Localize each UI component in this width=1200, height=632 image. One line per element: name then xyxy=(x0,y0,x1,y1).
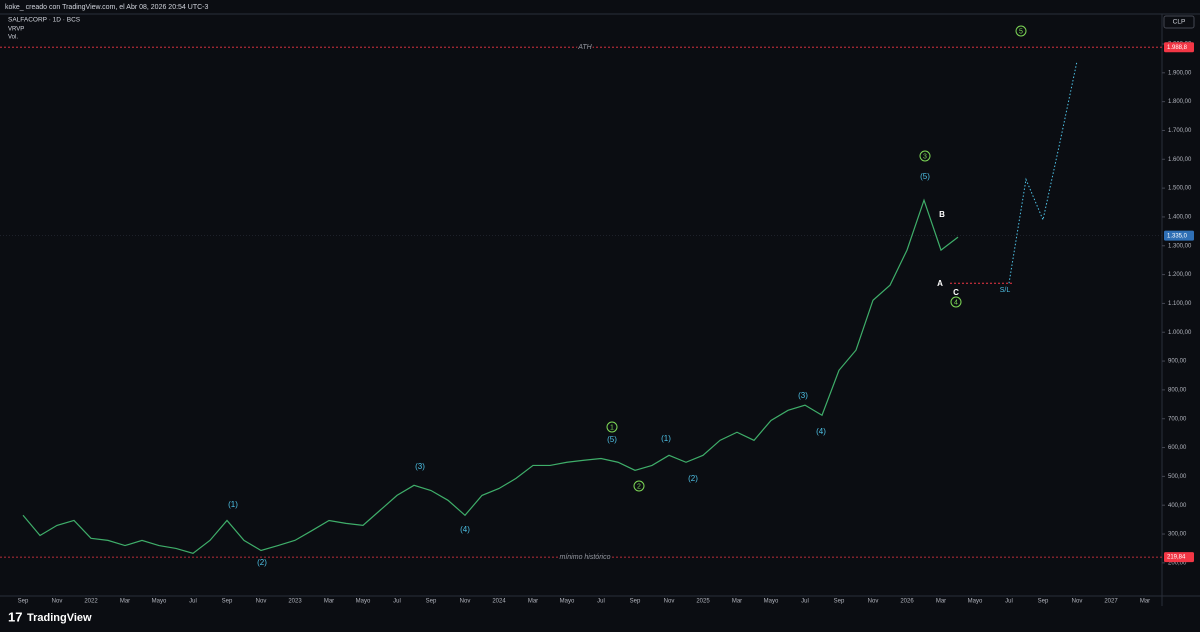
x-tick-label: Jul xyxy=(801,599,809,605)
x-tick-label: Nov xyxy=(256,599,267,605)
x-tick-label: Jul xyxy=(189,599,197,605)
price-line-series xyxy=(22,198,959,554)
x-tick-label: Mar xyxy=(324,599,334,605)
x-tick-label: Sep xyxy=(426,599,437,605)
y-tick-label: 500,00 xyxy=(1168,474,1187,480)
level-text: ATH xyxy=(577,44,592,51)
x-tick-label: Nov xyxy=(1072,599,1083,605)
x-tick-label: 2022 xyxy=(84,599,98,605)
x-tick-label: Jul xyxy=(597,599,605,605)
y-tick-label: 1.800,00 xyxy=(1168,99,1192,105)
x-tick-label: Mar xyxy=(732,599,742,605)
price-badge-label: 219,84 xyxy=(1167,555,1186,561)
x-tick-label: Nov xyxy=(868,599,879,605)
x-tick-label: 2027 xyxy=(1104,599,1118,605)
wave-label: (3) xyxy=(798,391,808,400)
footer xyxy=(0,606,1200,632)
wave-circle xyxy=(633,480,645,492)
wave-label: (2) xyxy=(688,474,698,483)
wave-label: C xyxy=(953,288,959,297)
y-tick-label: 1.100,00 xyxy=(1168,301,1192,307)
x-tick-label: Mayo xyxy=(356,599,371,605)
price-line-series xyxy=(1008,61,1078,284)
y-tick-label: 1.900,00 xyxy=(1168,70,1192,76)
x-tick-label: 2026 xyxy=(900,599,914,605)
x-tick-label: Mayo xyxy=(764,599,779,605)
x-tick-label: Mayo xyxy=(560,599,575,605)
wave-label: 2 xyxy=(637,483,641,490)
y-tick-label: 1.200,00 xyxy=(1168,272,1192,278)
currency[interactable]: CLP xyxy=(1173,19,1186,26)
x-tick-label: Mayo xyxy=(152,599,167,605)
wave-circle xyxy=(1015,25,1027,37)
y-tick-label: 1.400,00 xyxy=(1168,215,1192,221)
x-tick-label: Nov xyxy=(664,599,675,605)
x-tick-label: Sep xyxy=(834,599,845,605)
wave-label: (5) xyxy=(920,172,930,181)
y-tick-label: 900,00 xyxy=(1168,359,1187,365)
wave-label: B xyxy=(939,210,945,219)
wave-circle xyxy=(606,421,618,433)
price-badge xyxy=(1164,230,1194,241)
wave-label: (4) xyxy=(460,525,470,534)
y-tick-label: 400,00 xyxy=(1168,503,1187,509)
wave-label: 4 xyxy=(954,299,958,306)
x-tick-label: 2024 xyxy=(492,599,506,605)
x-tick-label: 2023 xyxy=(288,599,302,605)
x-tick-label: Jul xyxy=(393,599,401,605)
y-tick-label: 300,00 xyxy=(1168,532,1187,538)
x-tick-label: Nov xyxy=(460,599,471,605)
price-badge-label: 1.988,8 xyxy=(1167,45,1188,51)
y-tick-label: 800,00 xyxy=(1168,387,1187,393)
y-tick-label: 1.300,00 xyxy=(1168,243,1192,249)
x-tick-label: Jul xyxy=(1005,599,1013,605)
x-tick-label: Nov xyxy=(52,599,63,605)
x-tick-label: Sep xyxy=(222,599,233,605)
x-tick-label: 2025 xyxy=(696,599,710,605)
wave-label: (1) xyxy=(228,500,238,509)
x-tick-label: Sep xyxy=(1038,599,1049,605)
wave-label: 5 xyxy=(1019,28,1023,35)
wave-label: A xyxy=(937,279,943,288)
y-tick-label: 600,00 xyxy=(1168,445,1187,451)
indicator: VRVP xyxy=(8,27,24,33)
x-tick-label: Mar xyxy=(120,599,130,605)
price-badge xyxy=(1164,552,1194,563)
x-tick-label: Mar xyxy=(528,599,538,605)
x-tick-label: Sep xyxy=(18,599,29,605)
symbol: SALFACORP · 1D · BCS xyxy=(8,17,81,24)
wave-label: (4) xyxy=(816,427,826,436)
y-tick-label: 1.000,00 xyxy=(1168,330,1192,336)
y-tick-label: 200,00 xyxy=(1168,560,1187,566)
x-tick-label: Sep xyxy=(630,599,641,605)
x-tick-label: Mar xyxy=(1140,599,1150,605)
logo-mark: 17 xyxy=(8,609,22,624)
level-text: mínimo histórico xyxy=(560,554,611,561)
currency-box[interactable] xyxy=(1163,15,1195,29)
wave-label: (5) xyxy=(607,435,617,444)
y-tick-label: 1.500,00 xyxy=(1168,186,1192,192)
y-tick-label: 1.600,00 xyxy=(1168,157,1192,163)
wave-label: (3) xyxy=(415,462,425,471)
price-badge-label: 1.335,0 xyxy=(1167,233,1188,239)
price-badge xyxy=(1164,42,1194,53)
wave-label: (2) xyxy=(257,558,267,567)
wave-label: (1) xyxy=(661,434,671,443)
y-tick-label: 700,00 xyxy=(1168,416,1187,422)
indicator: Vol. xyxy=(8,35,18,41)
x-tick-label: Mayo xyxy=(968,599,983,605)
wave-label: 3 xyxy=(923,153,927,160)
stop-loss-text: S/L xyxy=(1000,287,1011,294)
credit: koke_ creado con TradingView.com, el Abr… xyxy=(5,4,208,11)
wave-circle xyxy=(919,150,931,162)
wave-circle xyxy=(950,296,962,308)
y-tick-label: 1.700,00 xyxy=(1168,128,1192,134)
x-tick-label: Mar xyxy=(936,599,946,605)
brand: TradingView xyxy=(27,612,92,624)
wave-label: 1 xyxy=(610,424,614,431)
